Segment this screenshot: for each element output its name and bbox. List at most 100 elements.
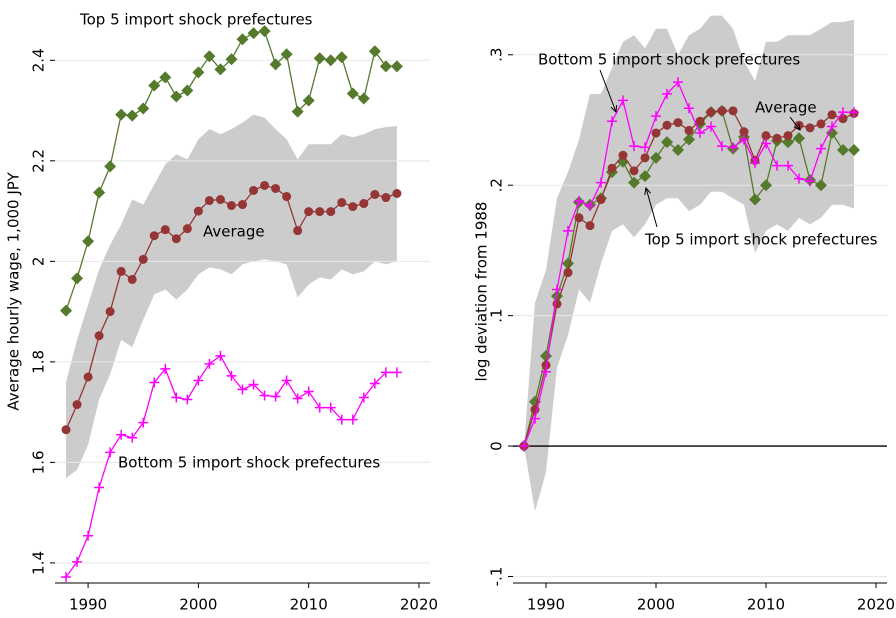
marker-circle: [282, 192, 292, 202]
x-tick-label: 2000: [179, 596, 217, 614]
marker-diamond: [639, 170, 651, 183]
marker-circle: [72, 400, 82, 410]
marker-plus: [292, 393, 303, 404]
marker-plus: [204, 358, 215, 369]
series-annotation: Bottom 5 import shock prefectures: [118, 454, 380, 472]
marker-plus: [105, 447, 116, 458]
marker-plus: [552, 284, 562, 295]
marker-diamond: [335, 51, 348, 64]
marker-circle: [94, 331, 104, 341]
marker-diamond: [115, 108, 128, 121]
marker-plus: [259, 390, 270, 401]
marker-circle: [673, 118, 683, 128]
marker-circle: [304, 207, 314, 217]
annotation-arrow: [645, 187, 658, 228]
y-axis-label: Average hourly wage, 1,000 JPY: [5, 172, 23, 411]
marker-plus: [193, 375, 204, 386]
marker-circle: [772, 133, 782, 143]
marker-circle: [249, 185, 259, 195]
marker-circle: [171, 234, 181, 244]
marker-diamond: [368, 45, 381, 58]
marker-circle: [370, 190, 380, 200]
panel: 1.4 1.6 1.8 2 2.2 2.4 1990 2000 2010 2020 Average …: [5, 11, 439, 614]
marker-circle: [651, 128, 661, 138]
marker-diamond: [269, 58, 282, 71]
marker-diamond: [104, 160, 117, 173]
marker-plus: [673, 77, 683, 88]
marker-plus: [160, 363, 171, 374]
marker-circle: [805, 123, 815, 133]
marker-diamond: [159, 71, 172, 84]
marker-circle: [728, 106, 738, 116]
x-tick-label: 1990: [527, 596, 565, 614]
x-tick-label: 2020: [857, 596, 895, 614]
marker-circle: [182, 224, 192, 234]
marker-circle: [392, 188, 402, 198]
marker-circle: [695, 116, 705, 126]
marker-plus: [541, 366, 551, 377]
marker-plus: [380, 367, 391, 378]
marker-circle: [563, 268, 573, 278]
marker-diamond: [390, 60, 403, 73]
marker-circle: [618, 150, 628, 160]
marker-diamond: [313, 52, 326, 65]
marker-plus: [72, 556, 83, 567]
marker-plus: [358, 392, 369, 403]
marker-plus: [127, 432, 138, 443]
marker-plus: [325, 402, 336, 413]
marker-circle: [215, 195, 225, 205]
marker-circle: [359, 199, 369, 209]
x-tick-label: 2010: [747, 596, 785, 614]
marker-circle: [739, 127, 749, 137]
marker-plus: [585, 201, 595, 212]
marker-plus: [281, 375, 292, 386]
annotation-arrow: [789, 116, 801, 131]
marker-diamond: [225, 53, 238, 66]
marker-diamond: [551, 290, 563, 303]
marker-plus: [739, 134, 749, 145]
marker-circle: [326, 207, 336, 217]
marker-circle: [271, 183, 281, 193]
marker-plus: [336, 414, 347, 425]
confidence-band: [66, 114, 397, 478]
marker-plus: [369, 378, 380, 389]
marker-diamond: [837, 143, 849, 156]
y-tick-label: .2: [488, 178, 506, 192]
marker-plus: [391, 367, 402, 378]
marker-plus: [629, 141, 639, 152]
marker-plus: [750, 158, 760, 169]
marker-plus: [783, 160, 793, 171]
y-tick-label: .1: [488, 308, 506, 322]
series-annotation: Top 5 import shock prefectures: [79, 11, 313, 29]
marker-diamond: [137, 102, 150, 115]
y-tick-label: 0: [488, 441, 506, 451]
marker-plus: [805, 176, 815, 187]
marker-plus: [83, 530, 94, 541]
marker-circle: [596, 195, 606, 205]
marker-diamond: [192, 66, 205, 79]
annotation-arrowhead: [644, 186, 652, 195]
marker-diamond: [826, 127, 838, 140]
annotation-arrow: [599, 69, 617, 113]
marker-diamond: [661, 136, 673, 149]
marker-diamond: [82, 235, 95, 248]
marker-plus: [563, 225, 573, 236]
marker-diamond: [126, 109, 139, 122]
panel: -.1 0 .1 .2 .3 1990 2000 2010 2020 log deviation …: [473, 15, 895, 614]
marker-diamond: [650, 151, 662, 164]
marker-diamond: [793, 132, 805, 145]
marker-plus: [640, 142, 650, 153]
marker-plus: [827, 121, 837, 132]
series-annotation: Bottom 5 import shock prefectures: [538, 51, 800, 69]
marker-diamond: [291, 105, 304, 118]
marker-circle: [116, 266, 126, 276]
marker-plus: [695, 128, 705, 139]
marker-diamond: [672, 143, 684, 156]
y-tick-label: 1.4: [30, 551, 48, 575]
marker-plus: [849, 107, 859, 118]
marker-diamond: [203, 50, 216, 63]
marker-diamond: [346, 87, 359, 100]
annotation-arrowhead: [610, 104, 618, 114]
annotation-arrowhead: [793, 123, 801, 131]
marker-plus: [574, 195, 584, 206]
